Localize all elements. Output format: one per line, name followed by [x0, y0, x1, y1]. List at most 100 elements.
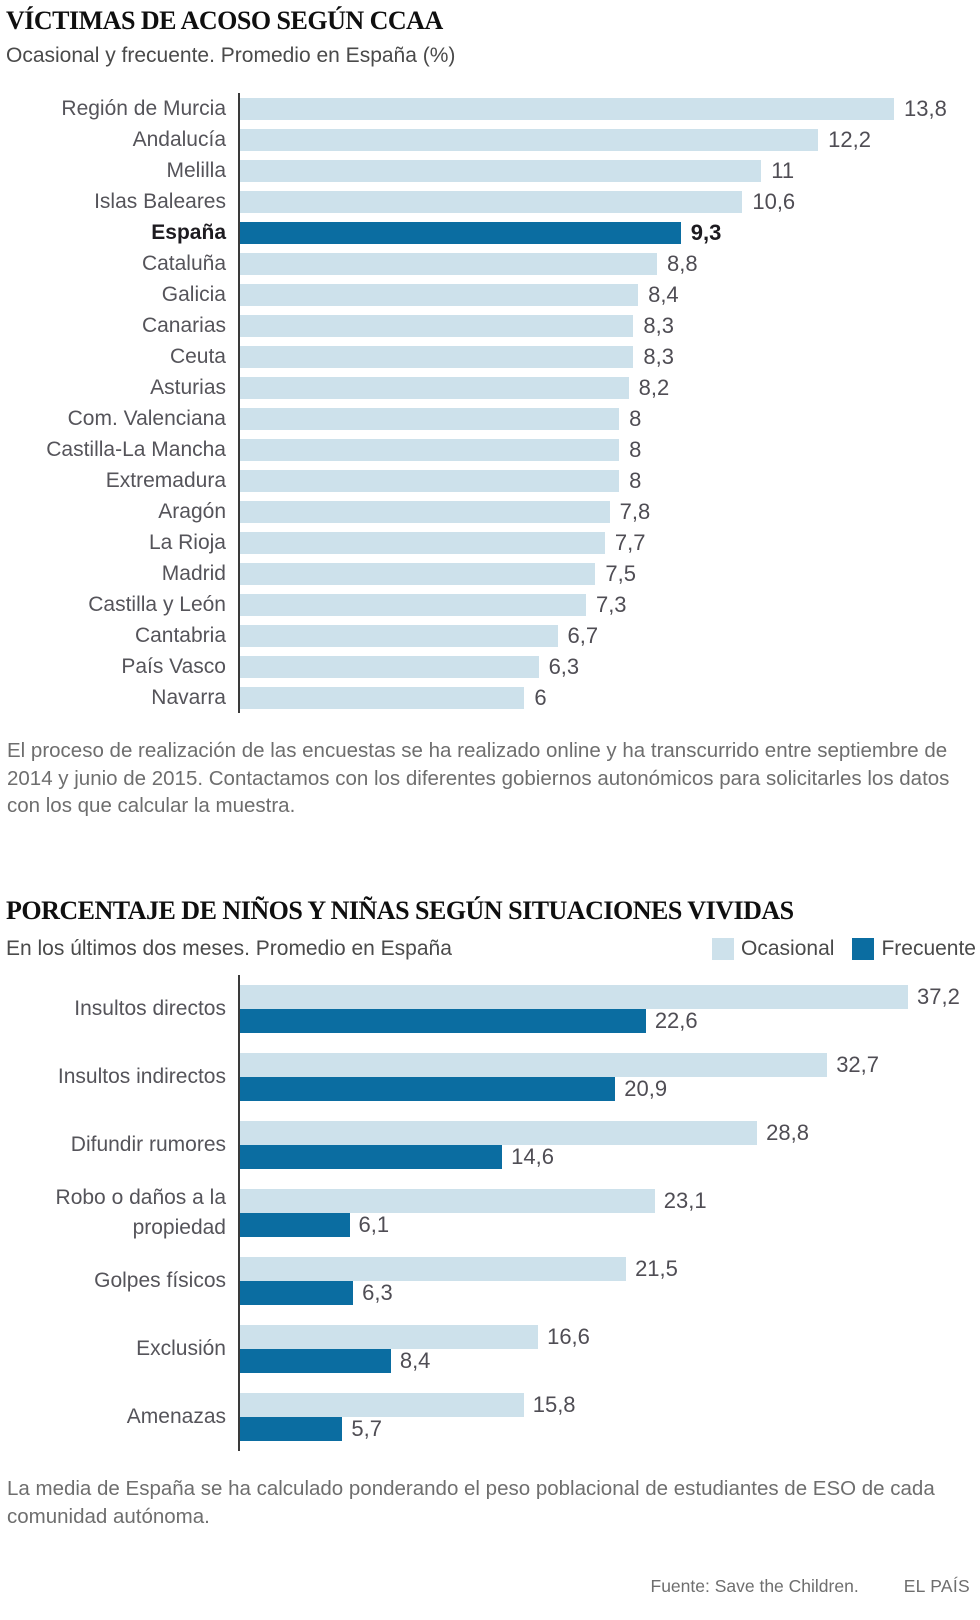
- category-label: Amenazas: [126, 1405, 226, 1429]
- frecuente-bar-row: 6,3: [240, 1280, 980, 1306]
- ocasional-bar: [240, 128, 819, 151]
- value-label: 21,5: [635, 1256, 678, 1282]
- legend-item-frecuente: Frecuente: [852, 937, 976, 961]
- ocasional-bar-row: 32,7: [240, 1052, 980, 1078]
- ocasional-bar-row: 21,5: [240, 1256, 980, 1282]
- ocasional-bar: [240, 1257, 627, 1282]
- category-label: Golpes físicos: [94, 1269, 226, 1293]
- value-label: 7,7: [614, 529, 646, 555]
- ocasional-bar-row: 16,6: [240, 1324, 980, 1350]
- category-label: Insultos directos: [74, 997, 226, 1021]
- legend-label: Ocasional: [741, 937, 835, 961]
- bar-track: 6,7: [238, 620, 980, 652]
- frecuente-bar-row: 14,6: [240, 1144, 980, 1170]
- category-label: Asturias: [150, 375, 226, 399]
- situacion-group: Golpes físicos 21,5 6,3: [0, 1247, 980, 1316]
- ccaa-row: Canarias 8,3: [0, 310, 980, 342]
- category-label: Madrid: [161, 561, 226, 585]
- situacion-group: Exclusión 16,6 8,4: [0, 1315, 980, 1384]
- value-label: 6,3: [362, 1280, 393, 1306]
- ccaa-row: Madrid 7,5: [0, 558, 980, 590]
- ocasional-bar-row: 15,8: [240, 1392, 980, 1418]
- bar-track: 21,5 6,3: [238, 1247, 980, 1316]
- ccaa-row: País Vasco 6,3: [0, 651, 980, 683]
- bar-track: 7,8: [238, 496, 980, 528]
- category-label: Ceuta: [169, 344, 226, 368]
- ocasional-bar: [240, 159, 762, 182]
- bar-track: 9,3: [238, 217, 980, 249]
- category-label: España: [151, 220, 226, 244]
- ocasional-bar: [240, 655, 539, 678]
- ocasional-bar: [240, 1189, 655, 1214]
- category-label: País Vasco: [121, 654, 226, 678]
- frecuente-bar-row: 20,9: [240, 1076, 980, 1102]
- ocasional-bar: [240, 624, 558, 647]
- value-label: 8,8: [667, 250, 698, 276]
- ccaa-row: Melilla 11: [0, 155, 980, 187]
- value-label: 7,5: [605, 560, 637, 586]
- bar-track: 37,2 22,6: [238, 975, 980, 1044]
- ocasional-bar: [240, 97, 894, 120]
- category-label: Andalucía: [132, 127, 226, 151]
- ccaa-row: España 9,3: [0, 217, 980, 249]
- footer: Fuente: Save the Children. EL PAÍS: [0, 1576, 970, 1597]
- frecuente-bar: [240, 1077, 616, 1102]
- value-label: 8: [629, 467, 642, 493]
- section2-note: La media de España se ha calculado ponde…: [7, 1477, 935, 1528]
- value-label: 37,2: [917, 984, 960, 1010]
- ccaa-row: Navarra 6: [0, 682, 980, 714]
- frecuente-bar: [240, 1145, 503, 1170]
- value-label: 15,8: [532, 1392, 576, 1418]
- category-label: Exclusión: [136, 1337, 226, 1361]
- chart-legend: Ocasional Frecuente: [694, 937, 976, 961]
- bar-track: 8,4: [238, 279, 980, 311]
- category-label: Cataluña: [141, 251, 226, 275]
- frecuente-bar: [240, 1213, 350, 1238]
- section1-subtitle: Ocasional y frecuente. Promedio en Españ…: [6, 43, 456, 67]
- value-label: 8,2: [638, 374, 670, 400]
- ocasional-bar: [240, 438, 620, 461]
- value-label: 20,9: [624, 1076, 668, 1102]
- value-label: 16,6: [547, 1324, 590, 1350]
- ccaa-row: Región de Murcia 13,8: [0, 93, 980, 125]
- ccaa-row: Andalucía 12,2: [0, 124, 980, 156]
- value-label: 7,3: [595, 591, 627, 617]
- value-label: 8,3: [643, 312, 674, 338]
- bar-track: 8,8: [238, 248, 980, 280]
- elpais-brand: EL PAÍS: [903, 1576, 970, 1597]
- category-label: Extremadura: [105, 468, 226, 492]
- bar-track: 32,7 20,9: [238, 1043, 980, 1112]
- ocasional-bar: [240, 469, 620, 492]
- value-label: 6: [534, 684, 547, 710]
- value-label: 6,1: [358, 1212, 390, 1238]
- ocasional-bar-row: 37,2: [240, 984, 980, 1010]
- bar-track: 6,3: [238, 651, 980, 683]
- value-label: 14,6: [511, 1144, 554, 1170]
- bar-track: 23,1 6,1: [238, 1179, 980, 1248]
- ccaa-row: Com. Valenciana 8: [0, 403, 980, 435]
- value-label: 12,2: [828, 126, 871, 152]
- category-label: Insultos indirectos: [57, 1065, 226, 1089]
- value-label: 10,6: [752, 188, 796, 214]
- bar-track: 8: [238, 465, 980, 497]
- bar-track: 7,3: [238, 589, 980, 621]
- value-label: 28,8: [766, 1120, 809, 1146]
- frecuente-bar: [240, 1417, 343, 1442]
- frecuente-bar: [240, 1281, 354, 1306]
- section2-subtitle: En los últimos dos meses. Promedio en Es…: [6, 937, 452, 961]
- frecuente-bar: [240, 1349, 391, 1374]
- value-label: 13,8: [904, 95, 947, 121]
- situacion-group: Amenazas 15,8 5,7: [0, 1383, 980, 1452]
- value-label: 11: [771, 157, 795, 183]
- category-label: Región de Murcia: [61, 96, 226, 120]
- ocasional-bar: [240, 1121, 758, 1146]
- ccaa-row: Ceuta 8,3: [0, 341, 980, 373]
- bar-track: 8,3: [238, 341, 980, 373]
- ccaa-row: Galicia 8,4: [0, 279, 980, 311]
- ocasional-bar: [240, 407, 620, 430]
- frecuente-swatch: [852, 938, 875, 961]
- value-label: 23,1: [663, 1188, 707, 1214]
- category-label: Navarra: [151, 685, 226, 709]
- ocasional-bar: [240, 314, 634, 337]
- bar-track: 8,3: [238, 310, 980, 342]
